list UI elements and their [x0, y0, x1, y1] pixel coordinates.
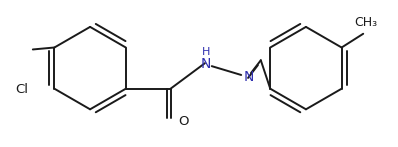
- Text: Cl: Cl: [15, 83, 28, 96]
- Text: CH₃: CH₃: [354, 16, 377, 29]
- Text: O: O: [178, 115, 189, 128]
- Text: N: N: [201, 57, 211, 71]
- Text: N: N: [243, 70, 254, 84]
- Text: H: H: [202, 47, 210, 57]
